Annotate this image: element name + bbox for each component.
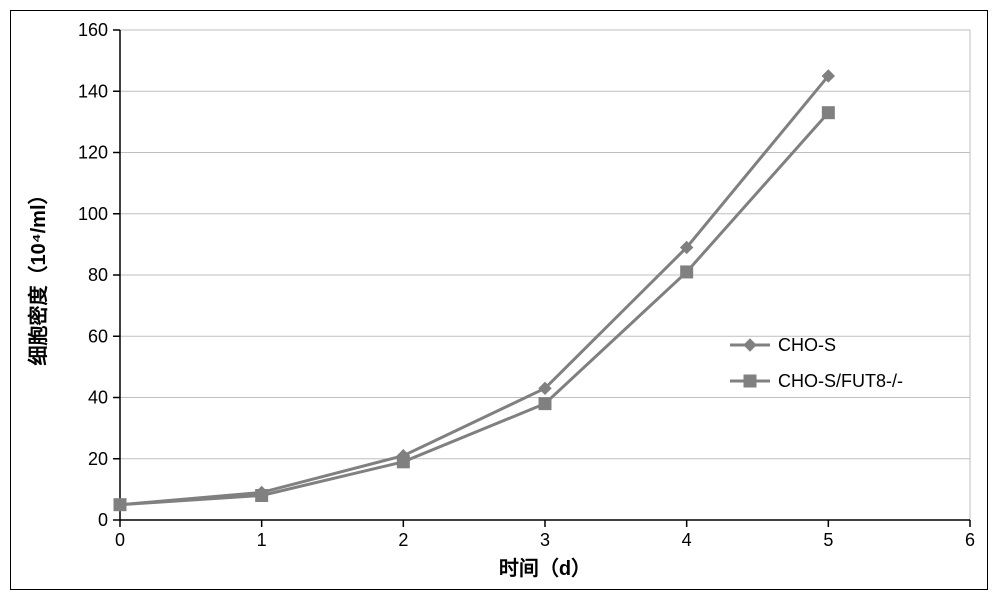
x-tick-label: 3 <box>540 530 550 550</box>
x-tick-label: 4 <box>682 530 692 550</box>
marker-square <box>539 398 551 410</box>
x-tick-label: 5 <box>823 530 833 550</box>
marker-square <box>256 490 268 502</box>
marker-square <box>114 499 126 511</box>
legend-label: CHO-S/FUT8-/- <box>778 371 903 391</box>
x-tick-label: 0 <box>115 530 125 550</box>
y-tick-label: 140 <box>78 81 108 101</box>
y-tick-label: 160 <box>78 20 108 40</box>
y-tick-label: 20 <box>88 449 108 469</box>
marker-square <box>397 456 409 468</box>
marker-diamond <box>744 339 756 351</box>
y-tick-label: 60 <box>88 326 108 346</box>
x-tick-label: 1 <box>257 530 267 550</box>
y-axis-title: 细胞密度（10⁴/ml） <box>26 184 50 365</box>
series-line <box>120 76 828 505</box>
x-tick-label: 2 <box>398 530 408 550</box>
y-tick-label: 0 <box>98 510 108 530</box>
marker-square <box>822 107 834 119</box>
marker-square <box>681 266 693 278</box>
marker-square <box>744 375 756 387</box>
x-axis-title: 时间（d） <box>499 557 591 580</box>
y-tick-label: 80 <box>88 265 108 285</box>
legend-label: CHO-S <box>778 335 836 355</box>
x-tick-label: 6 <box>965 530 975 550</box>
y-tick-label: 120 <box>78 143 108 163</box>
chart-svg: 0 20 40 60 80 100 120 140 160 0 1 2 3 4 5 6 时间（d） 细胞密度（10… <box>0 0 1000 602</box>
y-tick-label: 100 <box>78 204 108 224</box>
y-tick-label: 40 <box>88 388 108 408</box>
series-line <box>120 113 828 505</box>
